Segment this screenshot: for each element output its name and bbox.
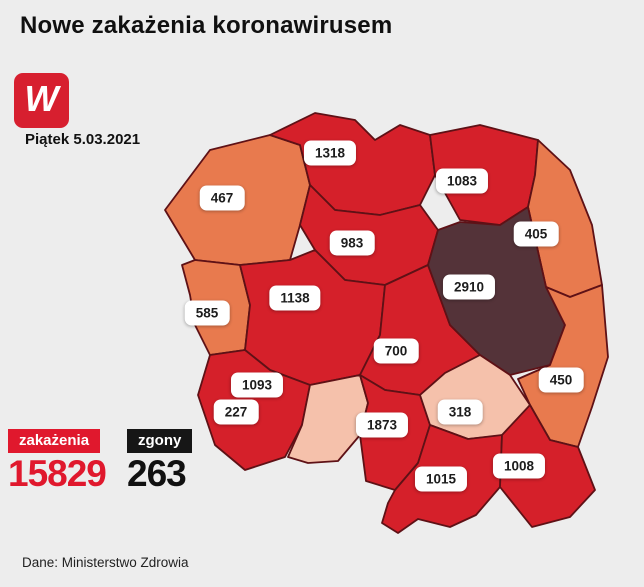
region-label-swietokrzyskie: 318	[437, 399, 483, 425]
region-label-mazowieckie: 2910	[442, 274, 496, 300]
region-label-lodzkie: 700	[373, 338, 419, 364]
infections-value: 15829	[8, 453, 107, 494]
deaths-value: 263	[127, 453, 187, 494]
wp-logo-letter: W	[24, 77, 59, 119]
date-label: Piątek 5.03.2021	[25, 131, 141, 148]
region-label-opolskie: 227	[213, 399, 259, 425]
region-label-wielkopolskie: 1138	[269, 285, 321, 311]
region-label-zachodniopomorskie: 467	[199, 185, 245, 211]
deaths-stat: zgony 263	[127, 429, 193, 495]
region-label-warminsko-mazurskie: 1083	[435, 168, 489, 194]
region-label-kujawsko-pomorskie: 983	[329, 230, 375, 256]
data-source: Dane: Ministerstwo Zdrowia	[22, 555, 189, 570]
region-label-lubelskie: 450	[538, 367, 584, 393]
region-label-lubuskie: 585	[184, 300, 230, 326]
infections-stat: zakażenia 15829	[8, 429, 107, 495]
deaths-label: zgony	[127, 429, 193, 453]
region-label-podlaskie: 405	[513, 221, 559, 247]
region-label-podkarpackie: 1008	[492, 453, 546, 479]
infections-label: zakażenia	[8, 429, 101, 453]
wp-logo: W	[14, 73, 69, 128]
region-label-malopolskie: 1015	[414, 466, 468, 492]
region-label-dolnoslaskie: 1093	[230, 372, 284, 398]
region-label-slaskie: 1873	[355, 412, 409, 438]
region-podkarpackie	[499, 404, 596, 528]
page-title: Nowe zakażenia koronawirusem	[20, 12, 393, 39]
region-label-pomorskie: 1318	[303, 140, 357, 166]
